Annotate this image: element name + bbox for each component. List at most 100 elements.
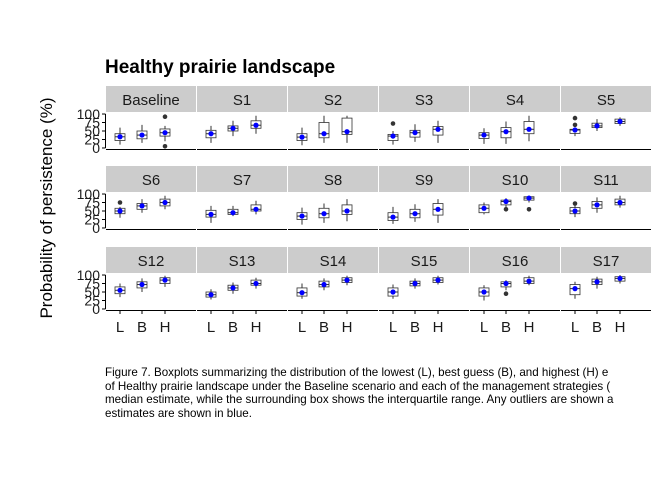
caption-line: of Healthy prairie landscape under the B… <box>105 379 611 393</box>
median-point <box>230 285 236 291</box>
facet-strip <box>288 166 378 192</box>
median-point <box>208 292 214 298</box>
box-H <box>614 117 626 126</box>
median-point <box>139 281 145 288</box>
facet-panel: S9 <box>379 166 469 230</box>
median-point <box>253 280 259 287</box>
y-tick-label: 50 <box>84 284 100 300</box>
box-H <box>159 114 171 149</box>
facet-panel: S7 <box>197 166 287 230</box>
median-point <box>117 134 123 140</box>
outlier-point <box>572 201 578 206</box>
facet-strip <box>379 247 469 273</box>
box-B <box>409 278 421 289</box>
facet-panel: S14 L B H <box>288 247 378 336</box>
box-B <box>591 197 603 213</box>
median-point <box>503 129 509 135</box>
median-point <box>503 280 509 287</box>
box-H <box>523 195 535 212</box>
box-L <box>296 127 308 146</box>
box-B <box>318 115 330 143</box>
box-B <box>136 199 148 213</box>
median-point <box>526 195 532 201</box>
facet-strip <box>197 86 287 112</box>
facet-panel: S10 <box>470 166 560 230</box>
facet-panel: S17 L B H <box>561 247 651 336</box>
median-point <box>208 131 214 137</box>
box-L <box>114 283 126 298</box>
box-L <box>569 115 581 137</box>
median-point <box>162 130 168 136</box>
facet-strip <box>379 86 469 112</box>
median-point <box>617 118 623 125</box>
median-point <box>594 202 600 208</box>
facet-label: S14 <box>320 253 347 270</box>
box-H <box>341 199 353 222</box>
facet-label: S8 <box>324 172 342 189</box>
median-point <box>435 206 441 212</box>
median-point <box>208 211 214 217</box>
facet-panel: S3 <box>379 86 469 150</box>
outlier-point <box>526 207 532 212</box>
box-B <box>227 120 239 137</box>
box-B <box>409 124 421 142</box>
box-H <box>159 275 171 287</box>
y-axis-label: Probability of persistence (%) <box>37 97 56 318</box>
y-tick-label: 50 <box>84 203 100 219</box>
y-tick-label: 100 <box>77 267 101 283</box>
box-B <box>500 121 512 144</box>
x-tick-label: H <box>251 319 262 336</box>
facet-panel: S13 L B H <box>197 247 287 336</box>
outlier-point <box>572 115 578 121</box>
outlier-point <box>503 291 509 296</box>
box-H <box>432 120 444 143</box>
median-point <box>572 208 578 214</box>
y-tick-label: 50 <box>84 123 100 139</box>
box-B <box>227 205 239 217</box>
median-point <box>230 210 236 216</box>
facet-label: S5 <box>597 92 615 109</box>
box-L <box>205 289 217 300</box>
box-B <box>591 276 603 289</box>
facet-panel: S15 L B H <box>379 247 469 336</box>
box-L <box>478 285 490 301</box>
chart-title: Healthy prairie landscape <box>105 57 335 78</box>
box-L <box>387 206 399 224</box>
box-H <box>432 199 444 223</box>
facet-label: S10 <box>502 172 529 189</box>
facet-panel: S11 <box>561 166 651 230</box>
box-B <box>409 204 421 222</box>
x-tick-label: L <box>571 319 579 336</box>
box-L <box>205 205 217 223</box>
median-point <box>412 280 418 287</box>
x-tick-label: H <box>160 319 171 336</box>
facet-panel: S5 <box>561 86 651 150</box>
x-tick-label: B <box>319 319 329 336</box>
x-tick-label: B <box>228 319 238 336</box>
box-B <box>318 278 330 291</box>
caption-line: estimates are shown in blue. <box>105 406 252 420</box>
box-L <box>569 201 581 218</box>
outlier-point <box>162 143 168 149</box>
box-H <box>341 275 353 286</box>
median-point <box>139 203 145 209</box>
median-point <box>617 199 623 206</box>
y-tick-label: 0 <box>92 301 100 317</box>
outlier-point <box>162 114 168 120</box>
facet-strip <box>197 166 287 192</box>
median-point <box>617 275 623 282</box>
box-L <box>478 128 490 144</box>
box-H <box>250 200 262 215</box>
box-B <box>591 119 603 131</box>
iqr-box <box>341 117 353 135</box>
median-point <box>435 126 441 132</box>
facet-label: S1 <box>233 92 251 109</box>
box-L <box>387 284 399 299</box>
facet-label: S7 <box>233 172 251 189</box>
box-H <box>159 195 171 210</box>
median-point <box>390 289 396 295</box>
